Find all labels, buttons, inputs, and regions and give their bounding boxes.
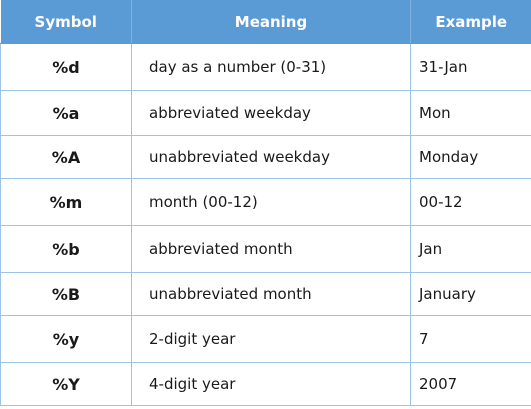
- symbol-cell: %m: [0, 178, 132, 226]
- meaning-cell: 4-digit year: [131, 362, 411, 406]
- example-cell: 31-Jan: [410, 43, 531, 91]
- meaning-cell: day as a number (0-31): [131, 43, 411, 91]
- example-cell: Mon: [410, 90, 531, 136]
- meaning-cell: unabbreviated weekday: [131, 135, 411, 179]
- table-row: %B unabbreviated month January: [0, 272, 531, 316]
- example-cell: Jan: [410, 225, 531, 273]
- symbol-cell: %y: [0, 315, 132, 363]
- table-row: %a abbreviated weekday Mon: [0, 90, 531, 136]
- example-cell: January: [410, 272, 531, 316]
- symbol-cell: %Y: [0, 362, 132, 406]
- table-row: %y 2-digit year 7: [0, 315, 531, 363]
- symbol-cell: %A: [0, 135, 132, 179]
- example-cell: 2007: [410, 362, 531, 406]
- column-header-meaning: Meaning: [131, 0, 411, 44]
- meaning-cell: 2-digit year: [131, 315, 411, 363]
- column-header-example: Example: [410, 0, 531, 44]
- meaning-cell: month (00-12): [131, 178, 411, 226]
- table-body: %d day as a number (0-31) 31-Jan %a abbr…: [0, 43, 531, 406]
- table-row: %Y 4-digit year 2007: [0, 362, 531, 406]
- meaning-cell: abbreviated month: [131, 225, 411, 273]
- table-row: %d day as a number (0-31) 31-Jan: [0, 43, 531, 91]
- example-cell: Monday: [410, 135, 531, 179]
- column-header-symbol: Symbol: [0, 0, 132, 44]
- symbol-cell: %B: [0, 272, 132, 316]
- example-cell: 7: [410, 315, 531, 363]
- meaning-cell: unabbreviated month: [131, 272, 411, 316]
- table-header: Symbol Meaning Example: [0, 0, 531, 44]
- symbol-cell: %b: [0, 225, 132, 273]
- table-row: %b abbreviated month Jan: [0, 225, 531, 273]
- symbol-cell: %d: [0, 43, 132, 91]
- table-row: %m month (00-12) 00-12: [0, 178, 531, 226]
- table-row: %A unabbreviated weekday Monday: [0, 135, 531, 179]
- example-cell: 00-12: [410, 178, 531, 226]
- header-row: Symbol Meaning Example: [0, 0, 531, 44]
- symbol-cell: %a: [0, 90, 132, 136]
- meaning-cell: abbreviated weekday: [131, 90, 411, 136]
